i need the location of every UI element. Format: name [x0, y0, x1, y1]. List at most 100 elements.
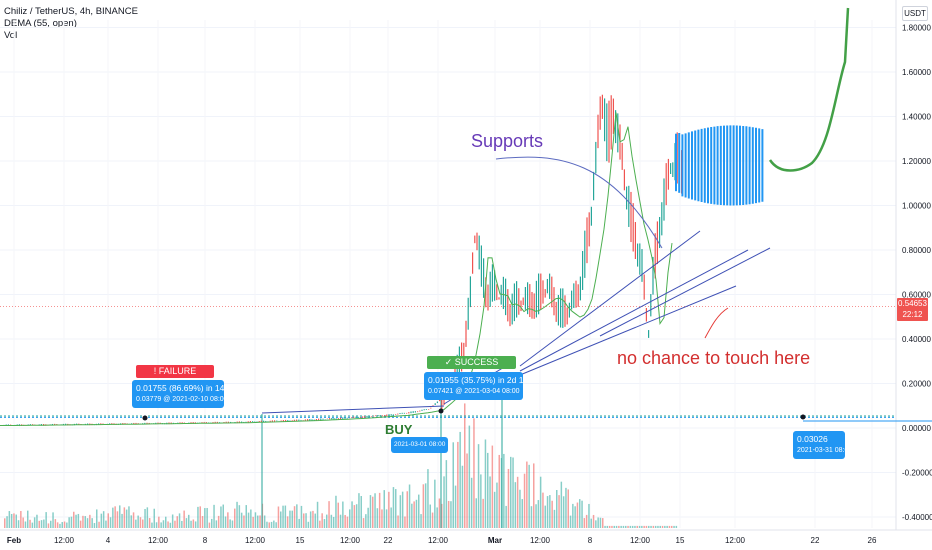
volume-bar	[431, 512, 434, 528]
volume-bar	[493, 491, 496, 528]
volume-bar	[408, 484, 411, 528]
volume-bar	[300, 505, 303, 528]
volume-bar	[641, 525, 643, 528]
y-tick-label: 1.00000	[902, 202, 931, 211]
volume-bar	[314, 513, 316, 528]
volume-bar	[79, 520, 82, 528]
failure-label: FAILURE	[158, 366, 197, 376]
support-trendline	[519, 249, 749, 372]
volume-bar	[523, 473, 526, 528]
volume-bar	[192, 519, 195, 528]
volume-bar	[422, 484, 425, 528]
volume-bar	[197, 506, 199, 528]
volume-bar	[611, 525, 613, 528]
volume-bar	[434, 479, 436, 528]
volume-bar	[477, 444, 480, 528]
volume-bar	[86, 518, 89, 528]
volume-bar	[427, 469, 429, 528]
volume-bar	[284, 505, 287, 528]
support-trendline	[519, 285, 737, 376]
volume-bar	[438, 498, 441, 528]
success-info-line-2: 0.07421 @ 2021-03-04 08:00	[428, 388, 520, 395]
volume-bar	[355, 504, 358, 528]
volume-bar	[657, 525, 659, 528]
volume-bar	[335, 495, 337, 528]
volume-bar	[652, 525, 655, 528]
volume-bar	[17, 520, 20, 528]
volume-bar	[98, 521, 100, 528]
volume-bar	[190, 520, 192, 528]
volume-bar	[638, 525, 641, 528]
failure-tag: ! FAILURE	[136, 365, 214, 378]
volume-bar	[268, 522, 270, 528]
last-price-label: 0.54653 22:12	[897, 298, 928, 321]
volume-bar	[533, 463, 535, 528]
volume-bar	[549, 495, 551, 528]
volume-bar	[238, 505, 241, 528]
volume-bar	[102, 511, 105, 528]
success-info-box: 0.01955 (35.75%) in 2d 16h 0.07421 @ 202…	[424, 372, 533, 400]
volume-bar	[54, 519, 57, 528]
volume-bar	[381, 509, 383, 528]
volume-bar	[298, 518, 300, 528]
x-tick-label: 12:00	[530, 536, 551, 545]
volume-bar	[181, 520, 183, 528]
volume-bar	[521, 499, 523, 528]
volume-bar	[470, 477, 473, 528]
volume-bar	[139, 517, 142, 528]
volume-bar	[636, 525, 638, 528]
volume-bar	[510, 456, 512, 528]
end-info-box: 0.03026 2021-03-31 08:00	[793, 431, 852, 459]
volume-bar	[468, 425, 471, 528]
volume-bar	[56, 522, 59, 528]
volume-bar	[346, 516, 349, 528]
last-price-value: 0.54653	[898, 299, 927, 308]
volume-bar	[160, 522, 162, 528]
volume-bar	[91, 518, 93, 528]
volume-bar	[650, 525, 652, 528]
volume-bar	[312, 510, 314, 528]
volume-bar	[342, 501, 344, 528]
currency-button[interactable]: USDT	[902, 6, 928, 21]
volume-bar	[132, 512, 135, 528]
volume-bar	[358, 493, 360, 528]
volume-bar	[15, 514, 17, 528]
x-tick-label: 15	[296, 536, 305, 545]
volume-bar	[250, 509, 252, 528]
x-tick-label: 22	[811, 536, 820, 545]
volume-bar	[135, 519, 137, 528]
volume-bar	[572, 503, 574, 528]
failure-info-box: 0.01755 (86.69%) in 14d 0.03779 @ 2021-0…	[132, 380, 229, 408]
volume-bar	[252, 516, 254, 528]
volume-bar	[243, 515, 245, 528]
x-tick-label: Mar	[488, 536, 502, 545]
volume-bar	[31, 522, 34, 528]
volume-bar	[263, 515, 266, 528]
volume-bar	[100, 513, 103, 528]
volume-bar	[247, 512, 250, 528]
volume-bar	[40, 520, 43, 528]
indicator-label: DEMA (55, open)	[4, 18, 77, 29]
volume-bar	[450, 501, 452, 528]
volume-bar	[293, 506, 296, 528]
dema-line	[0, 112, 673, 426]
volume-bar	[128, 506, 130, 528]
volume-bar	[599, 517, 602, 528]
volume-bar	[576, 502, 579, 528]
volume-bar	[459, 431, 461, 528]
volume-bar	[169, 522, 172, 528]
volume-bar	[213, 504, 215, 528]
x-tick-label: 12:00	[54, 536, 75, 545]
x-tick-label: 12:00	[148, 536, 169, 545]
last-price-countdown: 22:12	[902, 310, 923, 319]
support-trendline	[599, 247, 771, 337]
volume-bar	[367, 507, 369, 528]
volume-bar	[535, 504, 537, 528]
volume-bar	[618, 525, 620, 528]
volume-bar	[659, 525, 661, 528]
volume-bar	[404, 516, 406, 528]
x-tick-label: 22	[384, 536, 393, 545]
volume-bar	[401, 491, 404, 528]
success-tag: ✓ SUCCESS	[427, 356, 516, 369]
volume-bar	[648, 525, 650, 528]
